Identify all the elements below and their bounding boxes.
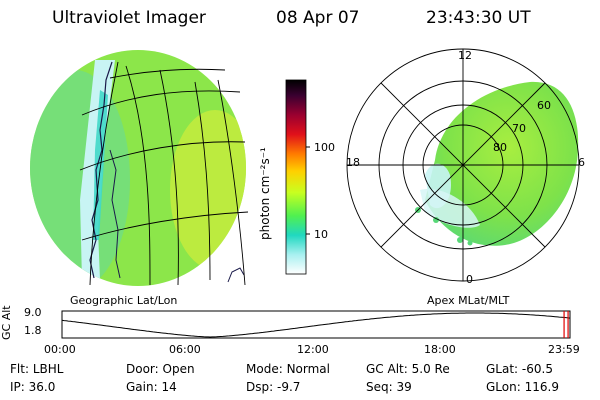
info-ip: IP: 36.0 xyxy=(10,380,56,394)
info-dsp: Dsp: -9.7 xyxy=(246,380,301,394)
mlt-label-6: 6 xyxy=(578,156,585,169)
polar-plot xyxy=(346,48,580,282)
info-seq: Seq: 39 xyxy=(366,380,412,394)
left-panel-caption: Geographic Lat/Lon xyxy=(70,294,178,307)
timeline-xtick-2: 12:00 xyxy=(297,343,329,356)
timeline-xtick-4: 23:59 xyxy=(548,343,580,356)
info-glat: GLat: -60.5 xyxy=(486,362,553,376)
info-mode: Mode: Normal xyxy=(246,362,330,376)
instrument-title: Ultraviolet Imager xyxy=(52,8,206,28)
right-panel-caption: Apex MLat/MLT xyxy=(427,294,510,307)
info-gcalt: GC Alt: 5.0 Re xyxy=(366,362,450,376)
info-door: Door: Open xyxy=(126,362,195,376)
timeline-xtick-3: 18:00 xyxy=(424,343,456,356)
timeline-ytick-top: 9.0 xyxy=(24,306,42,319)
timeline-ytick-bottom: 1.8 xyxy=(24,324,42,337)
timeline-ylabel: GC Alt xyxy=(0,305,13,340)
colorbar-tick-10: 10 xyxy=(314,228,328,241)
colorbar xyxy=(285,79,310,275)
time-label: 23:43:30 UT xyxy=(426,8,531,28)
mlat-label-70: 70 xyxy=(512,122,526,135)
mlt-label-0: 0 xyxy=(466,273,473,286)
mlt-label-12: 12 xyxy=(458,49,472,62)
colorbar-label: photon cm⁻²s⁻¹ xyxy=(258,147,272,240)
geographic-image xyxy=(30,50,249,286)
mlat-label-60: 60 xyxy=(537,99,551,112)
timeline-xtick-0: 00:00 xyxy=(44,343,76,356)
info-glon: GLon: 116.9 xyxy=(486,380,559,394)
mlat-label-80: 80 xyxy=(493,141,507,154)
colorbar-tick-100: 100 xyxy=(314,141,335,154)
timeline-plot xyxy=(61,310,571,339)
date-label: 08 Apr 07 xyxy=(276,8,360,28)
info-gain: Gain: 14 xyxy=(126,380,177,394)
info-flt: Flt: LBHL xyxy=(10,362,64,376)
timeline-xtick-1: 06:00 xyxy=(169,343,201,356)
mlt-label-18: 18 xyxy=(346,156,360,169)
